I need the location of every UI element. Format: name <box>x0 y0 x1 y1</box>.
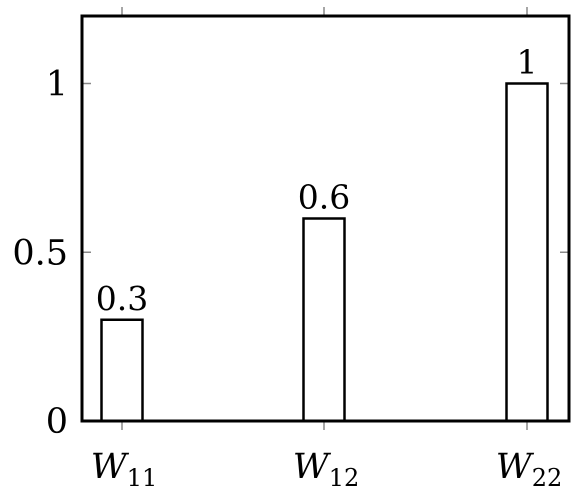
data-label: 1 <box>517 43 538 82</box>
y-tick-labels: 00.51 <box>12 65 68 443</box>
x-tick-label: W11 <box>91 447 158 492</box>
bars <box>100 82 549 423</box>
plot-frame <box>80 14 571 423</box>
x-tick-label: W22 <box>496 447 563 492</box>
bar <box>505 82 549 423</box>
data-label: 0.6 <box>298 178 350 217</box>
bar <box>100 318 144 423</box>
y-tick-label: 1 <box>46 65 68 105</box>
x-tick-label: W12 <box>293 447 360 492</box>
x-tick-labels: W11 W12 W22 <box>91 447 563 492</box>
data-label: 0.3 <box>96 279 148 318</box>
bar <box>302 217 346 423</box>
y-tick-label: 0 <box>46 402 68 442</box>
data-labels: 0.3 0.6 1 <box>96 43 538 318</box>
y-tick-label: 0.5 <box>12 233 68 273</box>
